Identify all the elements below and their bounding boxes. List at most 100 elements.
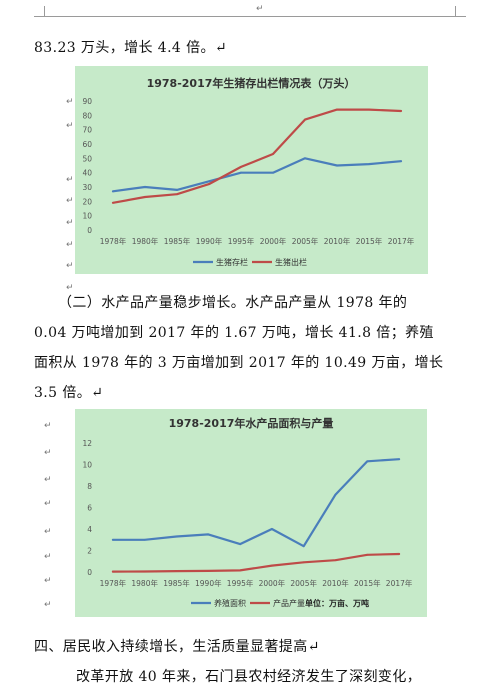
series-1-point [336,164,338,167]
y-tick-label: 2 [87,547,92,556]
y-tick-label: 8 [87,482,92,491]
series-1-point [239,543,242,545]
y-tick-label: 70 [82,126,92,135]
x-tick-label: 1990年 [196,236,223,246]
series-2-point [240,166,242,168]
series-1-point [176,188,178,191]
paragraph-line: 3.5 倍。↵ [34,385,104,401]
y-tick-label: 20 [82,197,92,206]
series-2-point [302,561,305,564]
margin-paragraph-mark: ↵ [44,448,52,458]
x-tick-label: 1990年 [195,578,222,588]
x-tick-label: 2010年 [322,578,349,588]
series-2-point [271,564,273,567]
series-1-point [304,157,306,160]
margin-paragraph-mark: ↵ [66,283,74,293]
series-line-2 [111,108,403,204]
paragraph-line: （二）水产品产量稳步增长。水产品产量从 1978 年的 [58,295,408,311]
y-tick-label: 50 [82,154,92,163]
series-1-point [366,460,369,463]
chart-aquatic-svg: 1978-2017年水产品面积与产量 0 2 4 6 8 10 12 1978年 1980年 19… [82,416,413,608]
series-2-point [143,570,146,573]
margin-paragraph-mark: ↵ [66,240,74,250]
margin-paragraph-mark: ↵ [44,576,52,586]
y-tick-label: 6 [87,504,92,513]
series-2-point [366,553,369,556]
chart-pig-stock-svg: 1978-2017年生猪存出栏情况表（万头） 0 10 20 30 40 50 60 70 80… [82,76,414,267]
paragraph-line: 83.23 万头，增长 4.4 倍。↵ [34,40,228,56]
series-line-1 [111,157,403,193]
page-corner-top-left [34,6,45,17]
x-tick-label: 1978年 [100,236,127,246]
margin-paragraph-mark: ↵ [66,196,74,206]
series-2-point [112,570,114,573]
paragraph-line: 改革开放 40 年来，石门县农村经济发生了深刻变化， [76,669,422,685]
x-tick-label: 1995年 [227,578,254,588]
margin-paragraph-mark: ↵ [66,97,74,107]
x-tick-label: 2017年 [386,578,413,588]
series-1-point [400,160,402,163]
page-top-border [34,16,464,17]
series-2-point [207,570,210,572]
x-tick-label: 1995年 [228,236,255,246]
margin-paragraph-mark: ↵ [66,218,74,228]
legend-label: 生猪出栏 [275,257,307,267]
series-2-point [398,553,400,555]
x-tick-label: 1978年 [100,578,127,588]
x-tick-label: 2000年 [259,578,286,588]
series-1-point [112,538,114,541]
page-corner-top-right [455,6,466,17]
series-2-point [176,193,178,196]
y-tick-label: 10 [82,461,92,470]
y-tick-label: 0 [87,226,92,235]
top-paragraph-mark: ↵ [256,4,264,14]
series-1-point [398,458,400,461]
legend-label: 产品产量 [273,598,305,608]
series-1-point [143,538,146,541]
series-2-point [334,559,337,562]
y-tick-label: 0 [87,568,92,577]
y-tick-label: 80 [82,111,92,120]
margin-paragraph-mark: ↵ [66,261,74,271]
series-line-2 [111,552,401,573]
unit-note: 单位：万亩、万吨 [305,598,369,608]
x-tick-label: 2010年 [324,236,351,246]
paragraph-line: 0.04 万吨增加到 2017 年的 1.67 万吨，增长 41.8 倍；养殖 [34,325,434,341]
series-2-point [208,183,210,186]
x-tick-label: 2005年 [290,578,317,588]
y-tick-label: 90 [82,97,92,106]
x-tick-label: 2015年 [354,578,381,588]
series-1-point [302,545,305,548]
x-tick-label: 1980年 [131,578,158,588]
y-tick-label: 40 [82,169,92,178]
margin-paragraph-mark: ↵ [44,421,52,431]
series-2-point [336,108,338,111]
series-1-point [368,163,370,165]
series-2-point [368,108,370,111]
series-1-point [240,171,242,174]
x-tick-label: 1985年 [164,236,191,246]
chart-title: 1978-2017年生猪存出栏情况表（万头） [147,76,356,90]
series-2-point [304,118,306,121]
chart-aquatic: 1978-2017年水产品面积与产量 0 2 4 6 8 10 12 1978年 1980年 19… [75,409,427,617]
x-tick-label: 1980年 [132,236,159,246]
chart-pig-stock: 1978-2017年生猪存出栏情况表（万头） 0 10 20 30 40 50 60 70 80… [75,66,428,274]
paragraph-line: 面积从 1978 年的 3 万亩增加到 2017 年的 10.49 万亩，增长 [34,355,444,371]
section-heading: 四、居民收入持续增长，生活质量显著提高↵ [34,639,320,655]
y-tick-label: 4 [87,525,92,534]
y-tick-label: 60 [82,140,92,149]
series-1-point [207,533,210,536]
series-2-point [239,569,242,572]
x-tick-label: 2015年 [356,236,383,246]
legend-label: 生猪存栏 [216,257,248,267]
series-2-point [112,201,114,204]
series-1-point [272,171,274,174]
legend-label: 养殖面积 [214,598,246,608]
margin-paragraph-mark: ↵ [66,121,74,131]
series-1-point [112,190,114,193]
chart-title: 1978-2017年水产品面积与产量 [169,416,334,430]
y-tick-label: 12 [82,439,92,448]
series-1-point [271,528,273,530]
series-1-point [334,493,337,496]
margin-paragraph-mark: ↵ [44,499,52,509]
